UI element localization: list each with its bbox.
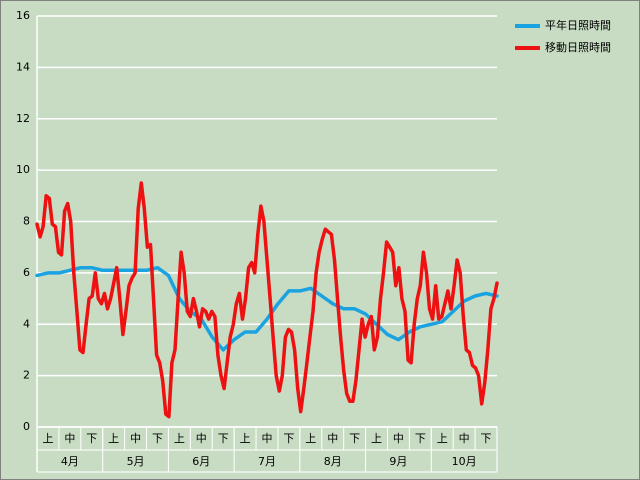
- x-tick-label: 上: [240, 432, 251, 445]
- y-tick-label: 0: [23, 420, 30, 433]
- x-group-label: 7月: [258, 455, 276, 468]
- x-tick-label: 中: [459, 432, 470, 445]
- x-group-label: 6月: [192, 455, 210, 468]
- x-tick-label: 下: [283, 432, 294, 445]
- x-tick-label: 上: [371, 432, 382, 445]
- x-tick-label: 下: [218, 432, 229, 445]
- y-tick-label: 16: [16, 9, 30, 22]
- x-tick-label: 上: [108, 432, 119, 445]
- x-tick-label: 中: [393, 432, 404, 445]
- x-tick-label: 下: [481, 432, 492, 445]
- y-tick-label: 6: [23, 266, 30, 279]
- x-tick-label: 中: [130, 432, 141, 445]
- x-tick-label: 下: [152, 432, 163, 445]
- x-tick-label: 上: [305, 432, 316, 445]
- x-tick-label: 下: [349, 432, 360, 445]
- y-tick-label: 8: [23, 215, 30, 228]
- x-group-label: 10月: [452, 455, 477, 468]
- x-tick-label: 中: [327, 432, 338, 445]
- x-tick-label: 上: [174, 432, 185, 445]
- x-group-label: 9月: [389, 455, 407, 468]
- x-tick-label: 上: [42, 432, 53, 445]
- x-group-label: 4月: [61, 455, 79, 468]
- x-tick-label: 中: [64, 432, 75, 445]
- x-tick-label: 上: [437, 432, 448, 445]
- legend-label: 移動日照時間: [545, 40, 611, 54]
- y-tick-label: 14: [16, 60, 30, 73]
- y-tick-label: 10: [16, 163, 30, 176]
- legend-label: 平年日照時間: [545, 18, 611, 32]
- x-tick-label: 中: [196, 432, 207, 445]
- y-tick-label: 12: [16, 112, 30, 125]
- x-tick-label: 中: [262, 432, 273, 445]
- y-tick-label: 2: [23, 369, 30, 382]
- x-tick-label: 下: [86, 432, 97, 445]
- x-group-label: 8月: [324, 455, 342, 468]
- series-line: [35, 265, 499, 352]
- x-tick-label: 下: [415, 432, 426, 445]
- x-group-label: 5月: [127, 455, 145, 468]
- series-line: [35, 181, 499, 419]
- y-tick-label: 4: [23, 317, 30, 330]
